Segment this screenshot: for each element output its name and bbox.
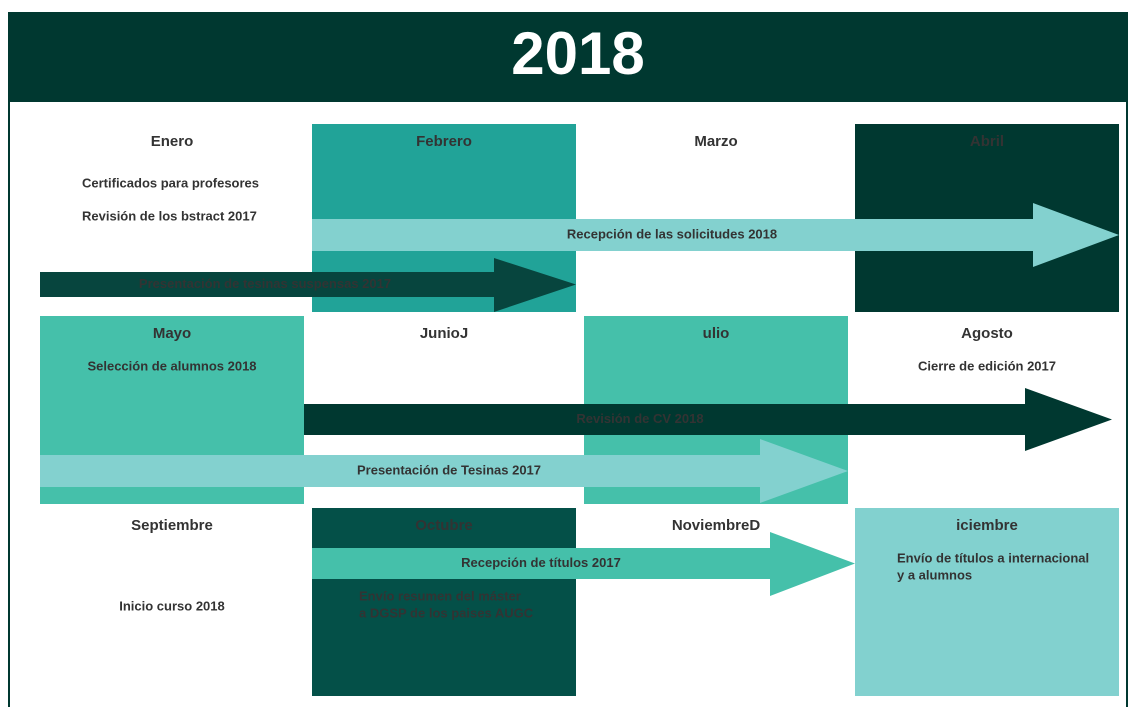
arrow [40, 439, 848, 503]
arrow-label: Presentación de Tesinas 2017 [357, 462, 541, 477]
arrow [312, 203, 1119, 267]
arrow-label: Recepción de títulos 2017 [461, 555, 621, 570]
header-band [8, 12, 1128, 102]
note: Certificados para profesores [82, 175, 259, 190]
note: a DGSP de los paises AUGC [359, 605, 534, 620]
month-label: Abril [970, 133, 1004, 150]
title: 2018 [511, 20, 644, 87]
note: Selección de alumnos 2018 [87, 358, 256, 373]
note: Revisión de los bstract 2017 [82, 208, 257, 223]
month-label: Septiembre [131, 517, 213, 534]
month-label: Marzo [694, 133, 737, 150]
month-label: Octubre [415, 517, 473, 534]
month-label: Agosto [961, 325, 1013, 342]
month-cell [312, 508, 576, 696]
arrow-label: Recepción de las solicitudes 2018 [567, 226, 777, 241]
month-label: JunioJ [420, 325, 468, 342]
month-cell [855, 508, 1119, 696]
month-label: NoviembreD [672, 517, 761, 534]
note: Cierre de edición 2017 [918, 358, 1056, 373]
month-label: ulio [703, 325, 730, 342]
month-label: Mayo [153, 325, 191, 342]
month-label: Enero [151, 133, 194, 150]
arrow [304, 388, 1112, 451]
arrow [40, 258, 576, 312]
note: Inicio curso 2018 [119, 598, 225, 613]
note: Envío de títulos a internacional [897, 550, 1089, 565]
note: y a alumnos [897, 567, 972, 582]
month-label: Febrero [416, 133, 472, 150]
month-label: iciembre [956, 517, 1018, 534]
month-cell [855, 124, 1119, 312]
arrow [312, 532, 855, 596]
note: Envío resumen del máster [359, 588, 521, 603]
arrow-label: Revisión de CV 2018 [576, 411, 703, 426]
arrow-label: Presentación de tesinas suspensas 2017 [139, 276, 391, 291]
